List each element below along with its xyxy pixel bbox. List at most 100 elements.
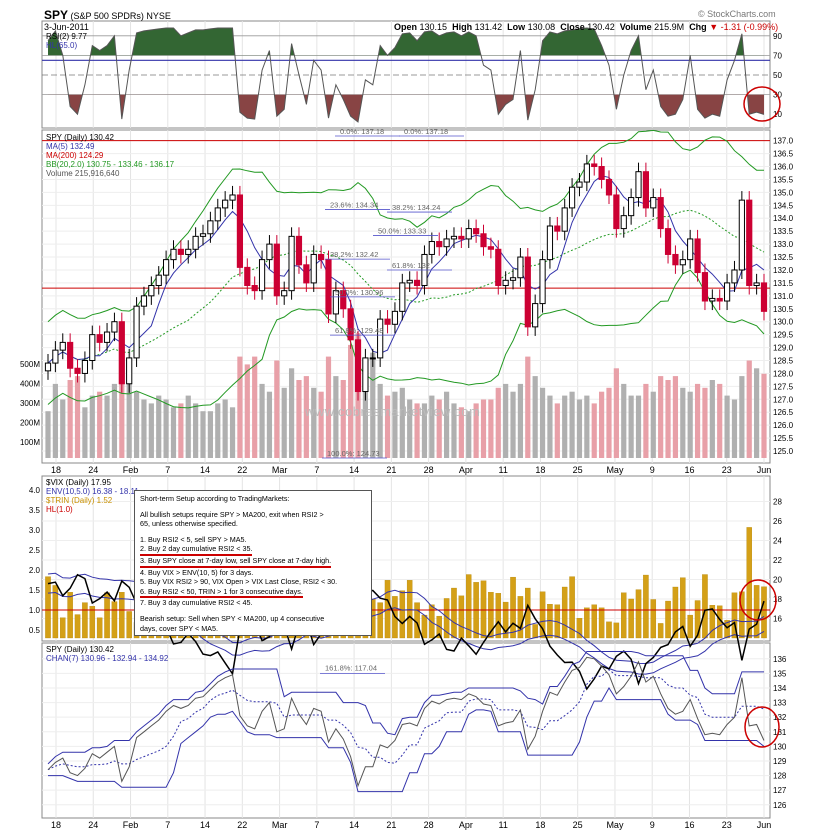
trin-bar <box>650 599 657 639</box>
candle-body <box>185 248 192 255</box>
volume-bar <box>148 403 154 458</box>
volume-bar <box>97 391 103 458</box>
price-tick-label: 127.5 <box>773 382 794 391</box>
candle-body <box>377 318 384 359</box>
volume-bar <box>52 383 58 458</box>
candle-body <box>517 256 524 279</box>
volume-bar <box>650 391 656 458</box>
volume-bar <box>436 399 442 458</box>
volume-bar <box>613 368 619 458</box>
candle-body <box>473 228 480 235</box>
trin-tick-label: 4.0 <box>29 486 41 495</box>
volume-bar <box>517 383 524 458</box>
candle-body <box>354 339 362 393</box>
candle-body <box>89 334 96 361</box>
candle-body <box>635 171 642 199</box>
x-tick-label: 11 <box>498 465 507 475</box>
chan-spy-line <box>47 656 765 788</box>
trin-bar <box>680 577 686 639</box>
volume-bar <box>665 380 671 458</box>
vix-tick-label: 18 <box>773 595 782 604</box>
rsi-panel <box>41 20 771 129</box>
candle-body <box>532 303 539 328</box>
symbol-block: SPY (S&P 500 SPDRs) NYSE <box>44 8 171 22</box>
candle-body <box>273 243 280 297</box>
price-panel <box>41 129 771 464</box>
chan-lower <box>48 687 765 793</box>
candle-body <box>318 253 325 261</box>
chg-value: -1.31 (-0.99%) <box>720 22 779 32</box>
volume-bar <box>576 399 583 458</box>
candle-body <box>642 171 649 209</box>
candle-body <box>207 220 214 235</box>
candle-body <box>140 295 148 307</box>
volume-bar <box>510 391 516 458</box>
volume-bar <box>569 391 575 458</box>
volume-bar <box>584 395 590 458</box>
candle-body <box>44 362 52 372</box>
x-tick-label: 18 <box>51 820 61 830</box>
volume-tick-label: 200M <box>20 419 40 428</box>
volume-value: 215.9M <box>654 22 685 32</box>
volume-bar <box>111 383 118 458</box>
candle-body <box>192 235 199 250</box>
price-tick-label: 128.5 <box>773 356 794 365</box>
rsi-legend-hl: HL(65.0) <box>46 41 78 50</box>
x-tick-label: Mar <box>272 820 288 830</box>
price-tick-label: 136.0 <box>773 163 794 172</box>
volume-bar <box>421 403 428 458</box>
trin-bar <box>753 585 760 639</box>
notes-item-5: 5. Buy VIX RSI2 > 90, VIX Open > VIX Las… <box>140 577 338 587</box>
candle-body <box>362 357 369 393</box>
x-tick-label: Feb <box>123 465 139 475</box>
volume-bar <box>480 399 487 458</box>
candle-body <box>244 266 251 286</box>
notes-bear-2: days, cover SPY < MA5. <box>140 623 218 633</box>
trin-bar <box>429 604 435 639</box>
x-tick-label: Apr <box>459 465 473 475</box>
candle-body <box>303 264 310 284</box>
price-tick-label: 133.0 <box>773 240 794 249</box>
candle-body <box>591 163 598 168</box>
candle-body <box>672 253 679 266</box>
trin-bar <box>694 600 701 639</box>
high-label: High <box>452 22 473 32</box>
candle-body <box>546 225 554 261</box>
x-tick-label: 16 <box>684 465 694 475</box>
volume-bar <box>237 356 243 458</box>
price-tick-label: 127.0 <box>773 395 794 404</box>
volume-bar <box>754 368 760 458</box>
chan-legend-chan: CHAN(7) 130.96 - 132.94 - 134.92 <box>46 654 169 663</box>
trin-bar <box>377 602 383 639</box>
volume-tick-label: 400M <box>20 380 40 389</box>
trin-bar <box>495 593 502 639</box>
candle-body <box>487 246 494 250</box>
volume-bar <box>473 403 479 458</box>
notes-bear-1: Bearish setup: Sell when SPY < MA200, up… <box>140 613 325 623</box>
candle-body <box>428 241 435 255</box>
volume-bar <box>82 407 88 458</box>
price-legend-bb: BB(20,2.0) 130.75 - 133.46 - 136.17 <box>46 160 175 169</box>
volume-bar <box>658 376 664 458</box>
volume-bar <box>599 391 605 458</box>
x-tick-label: 23 <box>722 820 732 830</box>
candle-body <box>694 238 701 274</box>
volume-bar <box>628 395 634 458</box>
volume-bar <box>562 395 568 458</box>
candle-body <box>281 290 288 297</box>
trin-bar <box>621 592 627 639</box>
price-tick-label: 129.0 <box>773 344 794 353</box>
candle-body <box>598 166 605 180</box>
x-tick-label: Jun <box>757 820 772 830</box>
candle-body <box>524 256 531 328</box>
x-tick-label: 25 <box>573 820 583 830</box>
volume-bar <box>547 395 553 458</box>
trin-bar <box>561 586 568 639</box>
volume-bar <box>259 383 265 458</box>
rsi-tick-label: 90 <box>773 32 782 41</box>
candle-body <box>177 248 184 255</box>
volume-bar <box>370 352 376 458</box>
x-tick-label: Jun <box>757 465 772 475</box>
candle-body <box>310 253 317 284</box>
volume-bar <box>694 383 701 458</box>
